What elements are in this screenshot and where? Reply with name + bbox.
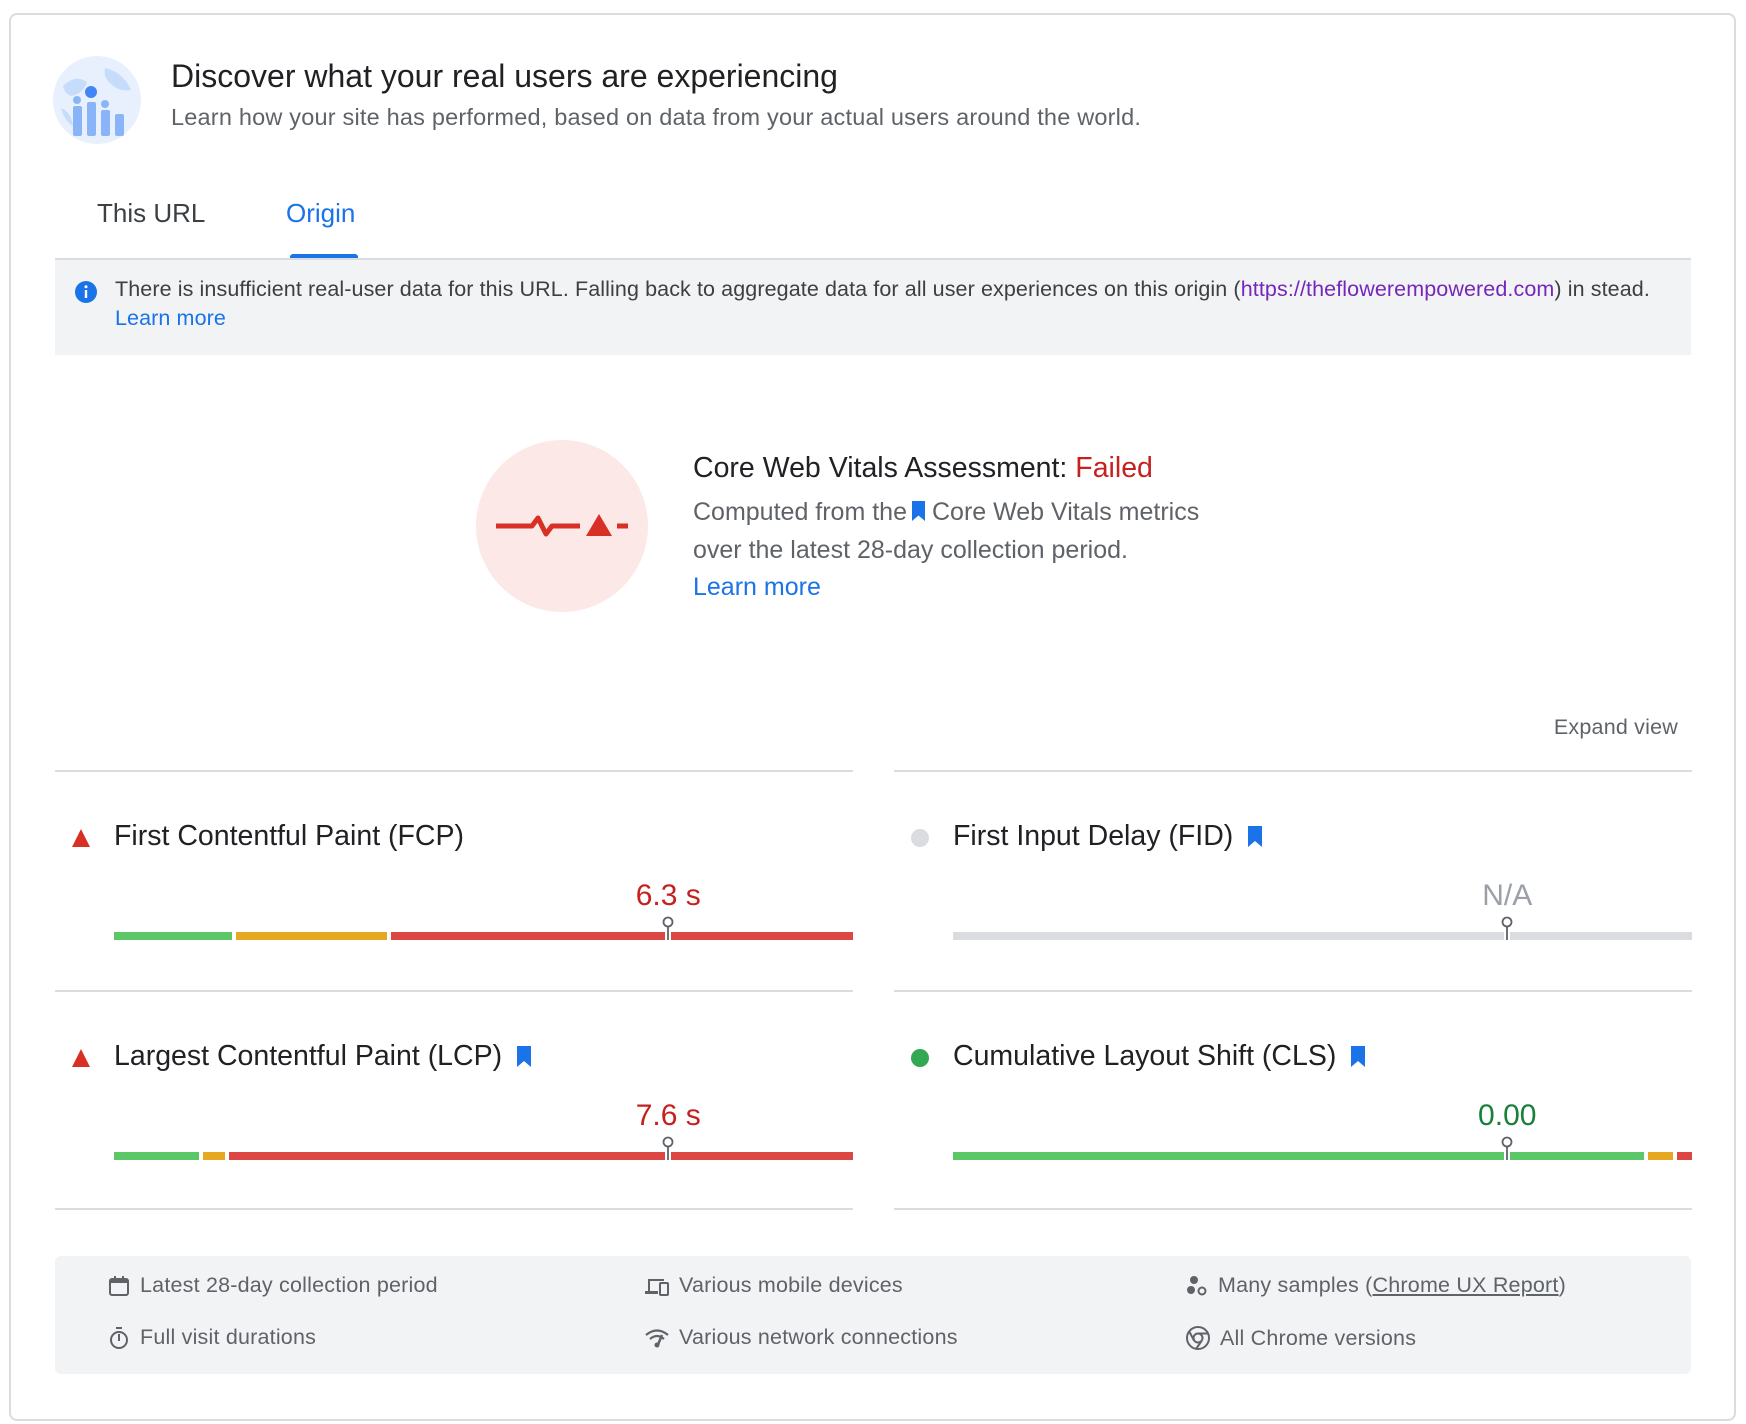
- needs-improvement-segment: [235, 932, 388, 940]
- no-data-segment: [953, 932, 1692, 940]
- assessment-badge: [476, 440, 648, 612]
- metric-fcp: First Contentful Paint (FCP) 6.3 s: [55, 770, 853, 990]
- metric-value: 7.6 s: [635, 1099, 701, 1132]
- assessment-learn-more-link[interactable]: Learn more: [693, 573, 821, 601]
- notice-text-before: There is insufficient real-user data for…: [115, 277, 1241, 301]
- samples-text-after: ): [1558, 1273, 1566, 1297]
- page-title: Discover what your real users are experi…: [171, 58, 838, 94]
- chrome-icon: [1186, 1326, 1210, 1350]
- needs-improvement-segment: [202, 1152, 225, 1160]
- core-web-vitals-bookmark-icon: [1351, 1046, 1366, 1067]
- footer-network-text: Various network connections: [679, 1325, 958, 1349]
- tab-this-url[interactable]: This URL: [97, 198, 206, 228]
- good-segment: [953, 1152, 1644, 1160]
- metric-label: Largest Contentful Paint (LCP): [114, 1040, 503, 1072]
- poor-segment: [391, 932, 853, 940]
- assessment-status: Failed: [1075, 452, 1153, 484]
- notice-text-after: ) in stead.: [1554, 277, 1650, 301]
- poor-status-icon: [72, 1049, 90, 1067]
- metric-value: N/A: [1482, 879, 1533, 912]
- distribution-bar: [114, 916, 853, 940]
- failed-pulse-icon: [496, 514, 628, 537]
- distribution-bar: [114, 1136, 853, 1160]
- core-web-vitals-bookmark-icon: [517, 1046, 532, 1067]
- no-data-status-icon: [911, 829, 929, 847]
- footer-versions: All Chrome versions: [1185, 1325, 1416, 1351]
- good-segment: [114, 932, 232, 940]
- footer-network: Various network connections: [644, 1325, 958, 1350]
- tab-bar: This URL Origin: [55, 188, 1691, 260]
- metric-value: 6.3 s: [635, 879, 701, 912]
- assessment-body-prefix: Computed from the: [693, 498, 907, 526]
- footer-period: Latest 28-day collection period: [107, 1273, 438, 1298]
- metric-label: Cumulative Layout Shift (CLS): [953, 1040, 1337, 1072]
- metric-name: Largest Contentful Paint (LCP): [114, 1040, 532, 1073]
- data-source-footer: Latest 28-day collection period Various …: [55, 1256, 1691, 1374]
- metric-label: First Input Delay (FID): [953, 820, 1234, 852]
- footer-durations-text: Full visit durations: [140, 1325, 317, 1349]
- metric-fid: First Input Delay (FID) N/A: [894, 770, 1692, 990]
- metric-name: First Input Delay (FID): [953, 820, 1263, 853]
- core-web-vitals-bookmark-icon: [912, 501, 925, 521]
- insufficient-data-notice: There is insufficient real-user data for…: [55, 260, 1691, 355]
- assessment-label: Core Web Vitals Assessment:: [693, 452, 1068, 484]
- footer-versions-text: All Chrome versions: [1220, 1325, 1417, 1350]
- expand-view-button[interactable]: Expand view: [1553, 715, 1678, 739]
- footer-devices: Various mobile devices: [644, 1273, 903, 1298]
- assessment-description: Computed from the Core Web Vitals metrics…: [693, 493, 1313, 569]
- samples-icon: [1187, 1275, 1207, 1295]
- samples-text-before: Many samples (: [1218, 1273, 1373, 1297]
- metric-label: First Contentful Paint (FCP): [114, 820, 465, 852]
- distribution-bar: [953, 1136, 1692, 1160]
- assessment-summary: Core Web Vitals Assessment: Failed Compu…: [693, 452, 1313, 605]
- field-data-card: [9, 13, 1736, 1421]
- calendar-icon: [109, 1275, 129, 1296]
- devices-icon: [645, 1278, 669, 1296]
- metric-lcp: Largest Contentful Paint (LCP) 7.6 s: [55, 990, 853, 1210]
- assessment-body-line2: over the latest 28-day collection period…: [693, 536, 1128, 564]
- percentile-marker-icon: [1501, 1136, 1513, 1160]
- core-web-vitals-bookmark-icon: [1248, 826, 1263, 847]
- footer-samples: Many samples (Chrome UX Report): [1185, 1273, 1566, 1298]
- poor-status-icon: [72, 829, 90, 847]
- poor-segment: [228, 1152, 853, 1160]
- footer-durations: Full visit durations: [107, 1325, 316, 1350]
- footer-devices-text: Various mobile devices: [679, 1273, 903, 1297]
- notice-learn-more-link[interactable]: Learn more: [115, 306, 226, 330]
- tab-selected-indicator: [290, 254, 358, 258]
- good-status-icon: [911, 1049, 929, 1067]
- page-subtitle: Learn how your site has performed, based…: [171, 104, 1142, 130]
- percentile-marker-icon: [662, 916, 674, 940]
- info-icon: [75, 281, 97, 303]
- origin-url-link[interactable]: https://theflowerempowered.com: [1240, 277, 1555, 301]
- assessment-body-metrics: Core Web Vitals metrics: [932, 498, 1200, 526]
- needs-improvement-segment: [1647, 1152, 1674, 1160]
- percentile-marker-icon: [1501, 916, 1513, 940]
- good-segment: [114, 1152, 199, 1160]
- metric-cls: Cumulative Layout Shift (CLS) 0.00: [894, 990, 1692, 1210]
- timer-icon: [110, 1326, 128, 1349]
- percentile-marker-icon: [662, 1136, 674, 1160]
- metric-name: First Contentful Paint (FCP): [114, 820, 464, 853]
- field-data-globe-icon: [53, 56, 141, 144]
- distribution-bar: [953, 916, 1692, 940]
- footer-samples-text: Many samples (Chrome UX Report): [1218, 1273, 1566, 1298]
- metric-name: Cumulative Layout Shift (CLS): [953, 1040, 1366, 1073]
- poor-segment: [1677, 1152, 1692, 1160]
- network-icon: [645, 1328, 669, 1347]
- chrome-ux-report-link[interactable]: Chrome UX Report: [1372, 1273, 1559, 1297]
- footer-period-text: Latest 28-day collection period: [140, 1273, 438, 1297]
- assessment-title: Core Web Vitals Assessment: Failed: [693, 452, 1313, 485]
- metric-value: 0.00: [1478, 1099, 1537, 1132]
- tab-origin[interactable]: Origin: [286, 198, 356, 228]
- notice-message: There is insufficient real-user data for…: [115, 275, 1675, 333]
